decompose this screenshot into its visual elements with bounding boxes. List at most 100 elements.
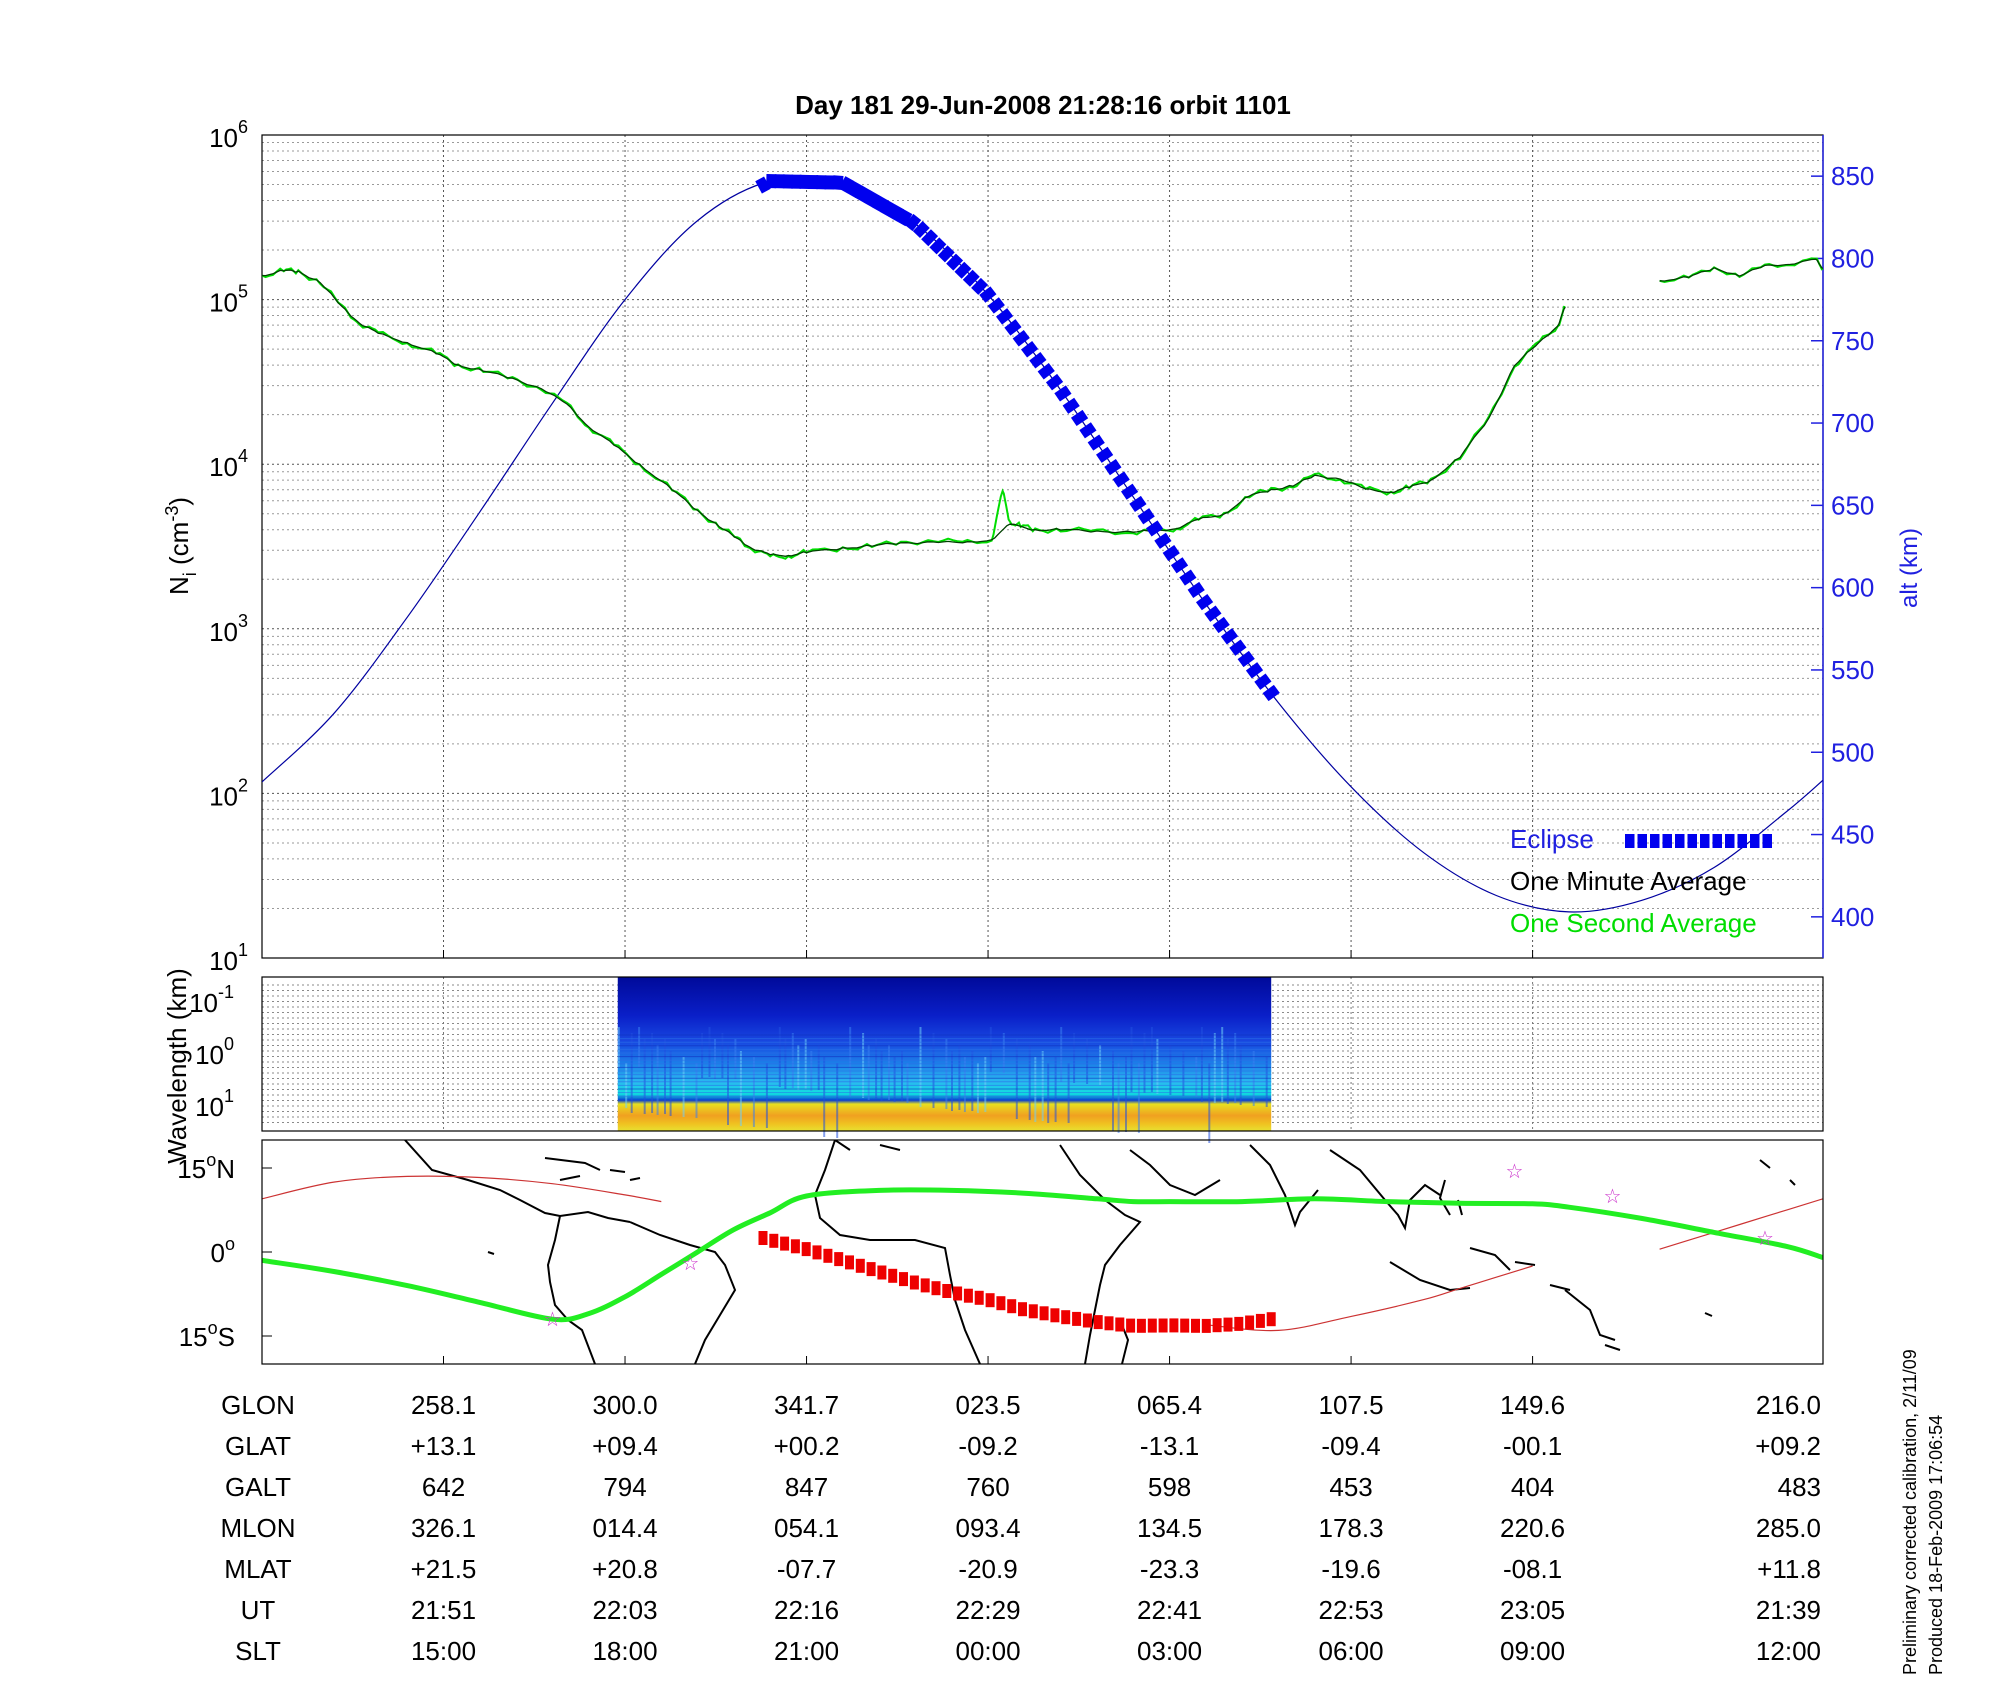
eclipse-marker xyxy=(1204,605,1222,622)
track-eclipse-marker xyxy=(1245,1315,1255,1330)
track-eclipse-marker xyxy=(823,1248,833,1263)
coast-africa-west xyxy=(813,1140,981,1364)
eclipse-marker xyxy=(1237,650,1255,668)
density-y-label: Ni (cm-3) xyxy=(162,497,200,595)
legend-eclipse-marker xyxy=(1700,834,1710,848)
eclipse-marker xyxy=(824,175,835,190)
coast-indonesia xyxy=(1389,1247,1571,1292)
eclipse-marker xyxy=(807,174,819,190)
spectrogram-streak xyxy=(862,1033,865,1098)
ground-track-panel: 15oN 0o 15oS ☆ ☆ ☆ ☆ ☆ xyxy=(177,1139,1824,1365)
eclipse-marker xyxy=(1104,459,1122,476)
eclipse-marker xyxy=(863,190,880,208)
table-cell: 453 xyxy=(1329,1472,1372,1502)
legend-eclipse-marker xyxy=(1762,834,1772,848)
spectrogram-streak xyxy=(664,1039,666,1114)
legend-eclipse-swatch xyxy=(1625,834,1772,848)
track-eclipse-marker xyxy=(855,1258,865,1273)
table-cell: -13.1 xyxy=(1140,1431,1199,1461)
spectrogram-streak xyxy=(1234,1033,1237,1103)
table-cell: 22:29 xyxy=(956,1595,1021,1625)
eclipse-marker xyxy=(937,245,955,263)
track-eclipse-marker xyxy=(1201,1318,1211,1333)
track-eclipse-marker xyxy=(1104,1316,1114,1331)
spectrogram-streak xyxy=(714,1039,716,1079)
orbit-path-line xyxy=(262,1175,662,1203)
table-row-label: UT xyxy=(241,1595,276,1625)
ground-track-line xyxy=(262,1187,1823,1323)
density-y-tick-label: 102 xyxy=(209,775,248,811)
table-cell: 22:53 xyxy=(1319,1595,1384,1625)
table-cell: 178.3 xyxy=(1319,1513,1384,1543)
density-y-tick-label: 101 xyxy=(209,940,248,976)
calibration-note: Preliminary corrected calibration, 2/11/… xyxy=(1900,1349,1920,1675)
track-eclipse-marker xyxy=(845,1255,854,1270)
table-cell: 06:00 xyxy=(1319,1636,1384,1666)
eclipse-marker xyxy=(855,185,871,203)
eclipse-marker xyxy=(1129,495,1147,513)
legend-eclipse-marker xyxy=(1650,834,1660,848)
legend-eclipse-marker xyxy=(1625,834,1635,848)
spectrogram-streak xyxy=(1208,1063,1211,1143)
table-cell: 149.6 xyxy=(1500,1390,1565,1420)
table-row-label: GLON xyxy=(221,1390,295,1420)
table-cell: +09.2 xyxy=(1755,1431,1821,1461)
eclipse-marker xyxy=(1087,434,1105,451)
table-cell: 054.1 xyxy=(774,1513,839,1543)
spectrogram-streak xyxy=(701,1033,704,1078)
altitude-y-tick-label: 400 xyxy=(1831,902,1874,932)
track-eclipse-marker xyxy=(1212,1318,1222,1333)
spectrogram-y-tick-label: 100 xyxy=(195,1034,234,1070)
table-cell: 22:03 xyxy=(592,1595,657,1625)
altitude-y-tick-label: 500 xyxy=(1831,737,1874,767)
ground-track-stars: ☆ ☆ ☆ ☆ ☆ xyxy=(543,1161,1773,1331)
altitude-y-tick-label: 600 xyxy=(1831,573,1874,603)
eclipse-marker xyxy=(755,176,771,194)
eclipse-marker xyxy=(1220,628,1239,645)
spectrogram-streak xyxy=(1156,1039,1159,1094)
eclipse-marker xyxy=(1037,363,1055,380)
table-cell: 21:39 xyxy=(1756,1595,1821,1625)
ground-track-y-tick-label: 0o xyxy=(211,1234,235,1268)
coast-pacific-islands xyxy=(487,1175,581,1255)
table-cell: 216.0 xyxy=(1756,1390,1821,1420)
spectrogram-y-tick-label: 101 xyxy=(195,1086,234,1122)
spectrogram-streak xyxy=(1137,1063,1140,1133)
table-cell: 341.7 xyxy=(774,1390,839,1420)
table-cell: 134.5 xyxy=(1137,1513,1202,1543)
spectrogram-streak xyxy=(963,1057,966,1112)
table-row-label: GLAT xyxy=(225,1431,291,1461)
legend-eclipse-marker xyxy=(1725,834,1735,848)
track-eclipse-marker xyxy=(1126,1318,1136,1333)
legend-eclipse-marker xyxy=(1712,834,1722,848)
track-eclipse-marker xyxy=(758,1231,768,1245)
table-cell: 014.4 xyxy=(592,1513,657,1543)
eclipse-marker xyxy=(888,204,905,222)
table-cell: 00:00 xyxy=(956,1636,1021,1666)
track-eclipse-marker xyxy=(1028,1304,1038,1319)
spectrogram-streak xyxy=(1028,1045,1031,1120)
density-grid xyxy=(262,135,1823,959)
table-cell: +11.8 xyxy=(1757,1554,1821,1584)
density-y-tick-label: 103 xyxy=(209,611,248,647)
eclipse-marker xyxy=(1245,662,1264,679)
spectrogram-streak xyxy=(1117,1063,1120,1133)
track-eclipse-marker xyxy=(963,1288,973,1303)
track-eclipse-marker xyxy=(996,1296,1006,1311)
table-cell: 598 xyxy=(1148,1472,1191,1502)
coast-india xyxy=(1249,1144,1319,1228)
legend-one-second-label: One Second Average xyxy=(1510,908,1757,938)
legend-eclipse-marker xyxy=(1750,834,1760,848)
eclipse-marker xyxy=(816,175,827,190)
magnetic-equator-star: ☆ xyxy=(681,1253,699,1275)
spectrogram-streak xyxy=(765,1063,768,1128)
altitude-y-tick-label: 450 xyxy=(1831,820,1874,850)
table-cell: +21.5 xyxy=(411,1554,477,1584)
track-eclipse-marker xyxy=(985,1293,995,1308)
table-cell: 18:00 xyxy=(592,1636,657,1666)
coast-africa-east xyxy=(1059,1144,1142,1364)
table-cell: -07.7 xyxy=(777,1554,836,1584)
track-eclipse-marker xyxy=(1072,1311,1082,1326)
density-panel: 101 102 103 104 105 106 400 450 500 550 600 650 700… xyxy=(162,117,1923,976)
table-cell: 09:00 xyxy=(1500,1636,1565,1666)
